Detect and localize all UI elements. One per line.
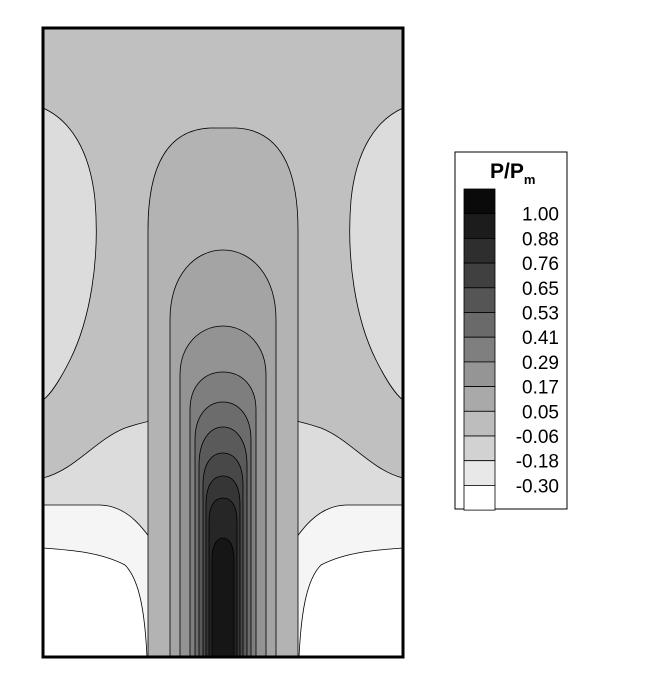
contour-plot (41, 26, 405, 659)
legend-title-main: P/P (490, 160, 524, 183)
legend-title: P/Pm (490, 160, 535, 187)
legend-label: 0.05 (522, 402, 559, 423)
legend-label: 0.76 (522, 254, 559, 275)
legend-label: 0.17 (522, 378, 559, 399)
contour-plume-level-10 (211, 537, 235, 657)
contour-band-min (298, 547, 403, 657)
legend-swatch (463, 460, 496, 486)
legend-swatch (463, 262, 496, 289)
contour-side-lobe-right (349, 107, 403, 401)
legend-label: -0.18 (516, 452, 559, 473)
legend-swatch (463, 188, 496, 215)
legend-label: 0.65 (522, 279, 559, 300)
legend-label: -0.06 (516, 427, 559, 448)
legend-swatches (463, 188, 496, 511)
legend-swatch (463, 435, 496, 462)
legend-swatch (463, 386, 496, 412)
legend-labels: 1.00 0.88 0.76 0.65 0.53 0.41 0.29 0.17 0.05 -0.0… (516, 205, 559, 498)
contour-band-min (43, 547, 148, 657)
legend-label: 0.53 (522, 304, 559, 325)
legend: P/Pm 1.00 0.88 0.76 0.65 0.53 0.41 0.29 0.17 0.0… (454, 151, 568, 511)
legend-swatch (463, 410, 496, 437)
legend-label: 0.41 (522, 328, 559, 349)
legend-swatch (463, 484, 496, 511)
legend-swatch (463, 336, 496, 363)
legend-swatch (463, 213, 496, 239)
legend-swatch (463, 287, 496, 313)
legend-swatch (463, 361, 496, 387)
legend-label: -0.30 (516, 476, 559, 497)
legend-swatch (463, 312, 496, 338)
legend-label: 0.88 (522, 229, 559, 250)
legend-label: 0.29 (522, 353, 559, 374)
legend-title-subscript: m (524, 172, 536, 187)
legend-label: 1.00 (522, 205, 559, 226)
legend-swatch (463, 237, 496, 264)
contour-side-lobe-left (43, 107, 97, 401)
plot-frame (41, 26, 405, 659)
